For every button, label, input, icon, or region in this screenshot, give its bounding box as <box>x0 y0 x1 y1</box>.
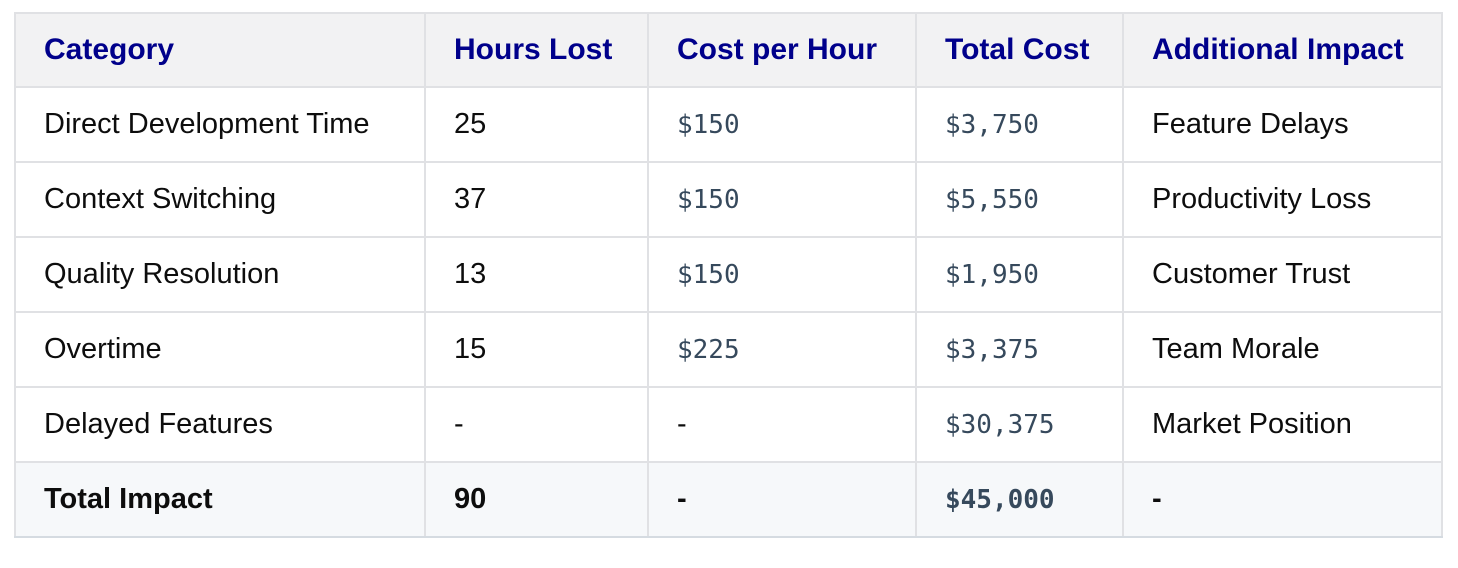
header-cell-category: Category <box>14 12 426 88</box>
cell-total-cost: $1,950 <box>915 236 1124 313</box>
cell-total-cost: $5,550 <box>915 161 1124 238</box>
cell-total-cost: $30,375 <box>915 386 1124 463</box>
cost-breakdown-table-container: Category Hours Lost Cost per Hour Total … <box>14 12 1443 538</box>
cell-category: Overtime <box>14 311 426 388</box>
cell-category: Delayed Features <box>14 386 426 463</box>
cell-additional-impact: Feature Delays <box>1122 86 1443 163</box>
cell-additional-impact: - <box>1122 461 1443 538</box>
header-cell-additional-impact: Additional Impact <box>1122 12 1443 88</box>
cell-total-cost: $45,000 <box>915 461 1124 538</box>
cell-cost-per-hour: $150 <box>647 161 917 238</box>
header-cell-total-cost: Total Cost <box>915 12 1124 88</box>
cell-total-cost: $3,375 <box>915 311 1124 388</box>
cell-cost-per-hour: $150 <box>647 86 917 163</box>
cell-additional-impact: Market Position <box>1122 386 1443 463</box>
cell-category: Quality Resolution <box>14 236 426 313</box>
table-row: Direct Development Time 25 $150 $3,750 F… <box>14 86 1443 163</box>
cell-category: Direct Development Time <box>14 86 426 163</box>
cell-total-cost: $3,750 <box>915 86 1124 163</box>
cell-hours-lost: - <box>424 386 649 463</box>
cell-hours-lost: 13 <box>424 236 649 313</box>
cell-cost-per-hour: $225 <box>647 311 917 388</box>
cell-cost-per-hour: $150 <box>647 236 917 313</box>
table-row: Delayed Features - - $30,375 Market Posi… <box>14 386 1443 463</box>
cost-breakdown-table: Category Hours Lost Cost per Hour Total … <box>14 12 1443 538</box>
cell-cost-per-hour: - <box>647 386 917 463</box>
cell-additional-impact: Team Morale <box>1122 311 1443 388</box>
table-row: Overtime 15 $225 $3,375 Team Morale <box>14 311 1443 388</box>
cell-additional-impact: Productivity Loss <box>1122 161 1443 238</box>
table-row: Quality Resolution 13 $150 $1,950 Custom… <box>14 236 1443 313</box>
cell-hours-lost: 25 <box>424 86 649 163</box>
cell-additional-impact: Customer Trust <box>1122 236 1443 313</box>
table-row-total: Total Impact 90 - $45,000 - <box>14 461 1443 538</box>
cell-category: Total Impact <box>14 461 426 538</box>
cell-cost-per-hour: - <box>647 461 917 538</box>
table-header-row: Category Hours Lost Cost per Hour Total … <box>14 12 1443 88</box>
cell-hours-lost: 15 <box>424 311 649 388</box>
header-cell-cost-per-hour: Cost per Hour <box>647 12 917 88</box>
table-row: Context Switching 37 $150 $5,550 Product… <box>14 161 1443 238</box>
cell-hours-lost: 90 <box>424 461 649 538</box>
header-cell-hours-lost: Hours Lost <box>424 12 649 88</box>
cell-category: Context Switching <box>14 161 426 238</box>
cell-hours-lost: 37 <box>424 161 649 238</box>
